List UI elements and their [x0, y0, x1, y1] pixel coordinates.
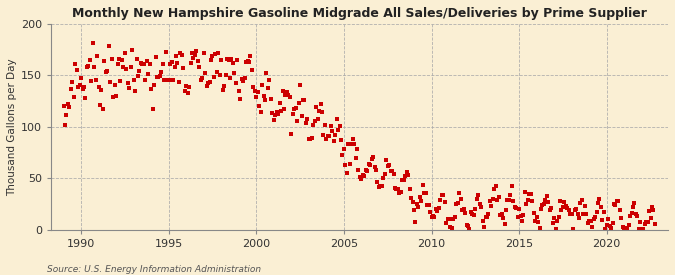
Text: Source: U.S. Energy Information Administration: Source: U.S. Energy Information Administ… [47, 265, 261, 274]
Y-axis label: Thousand Gallons per Day: Thousand Gallons per Day [7, 58, 17, 196]
Title: Monthly New Hampshire Gasoline Midgrade All Sales/Deliveries by Prime Supplier: Monthly New Hampshire Gasoline Midgrade … [72, 7, 647, 20]
